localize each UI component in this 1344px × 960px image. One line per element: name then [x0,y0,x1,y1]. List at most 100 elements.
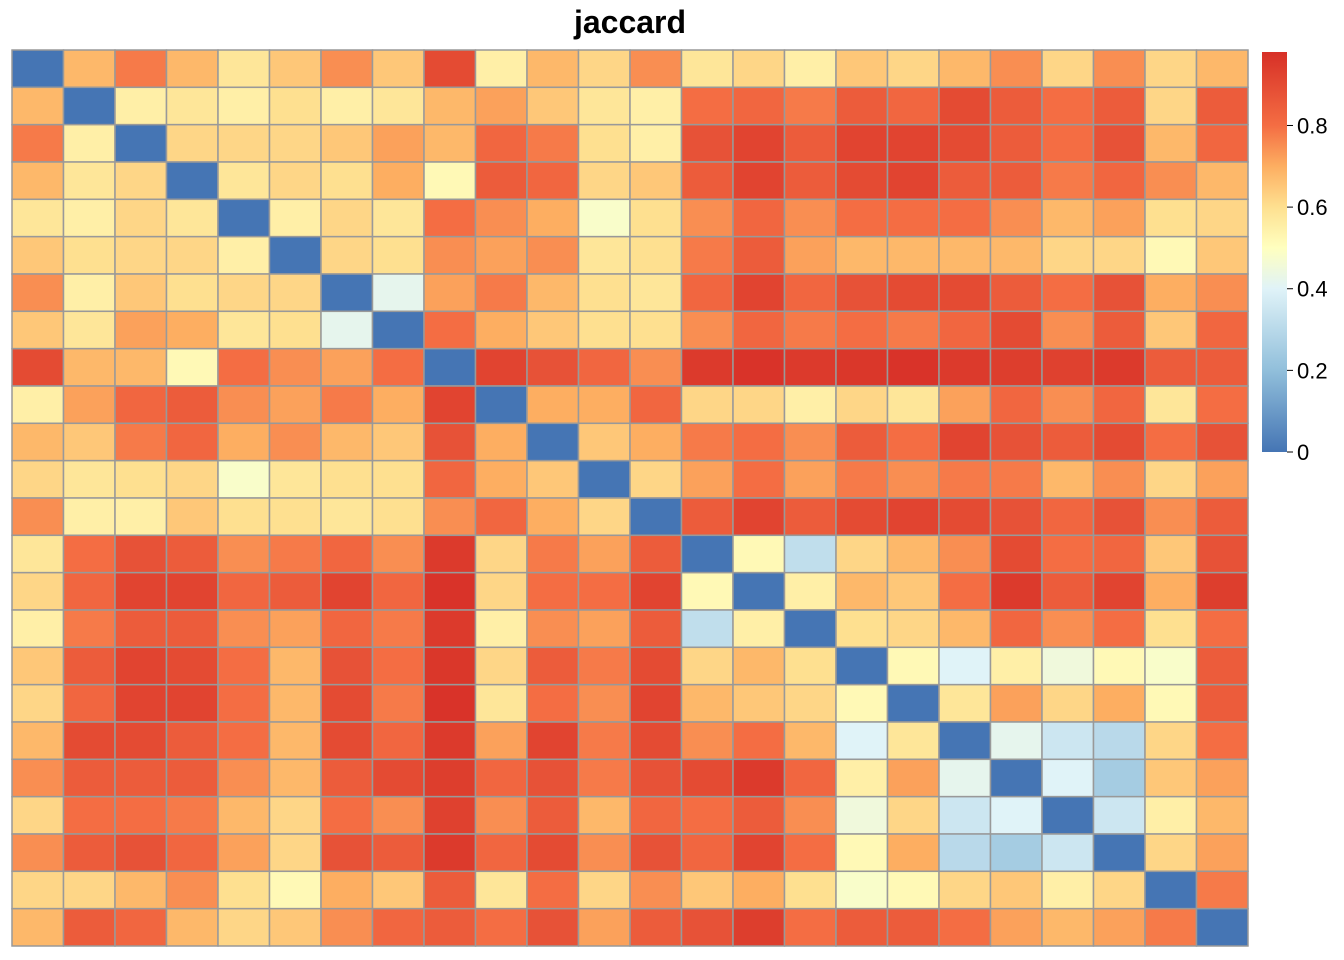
heatmap-cell-r13-c15 [783,534,837,574]
heatmap-cell-r8-c20 [1041,347,1095,387]
heatmap-cell-r0-c20 [1041,49,1095,89]
heatmap-cell-r3-c11 [577,161,631,201]
heatmap-cell-r16-c0 [11,646,65,686]
heatmap-cell-r23-c18 [938,907,992,947]
heatmap-cell-r5-c5 [268,235,322,275]
heatmap-cell-r9-c16 [835,385,889,425]
heatmap-cell-r23-c6 [320,907,374,947]
heatmap-cell-r9-c15 [783,385,837,425]
heatmap-cell-r6-c18 [938,273,992,313]
heatmap-cell-r23-c17 [886,907,940,947]
heatmap-cell-r16-c4 [217,646,271,686]
heatmap-cell-r0-c5 [268,49,322,89]
heatmap-cell-r22-c23 [1195,870,1249,910]
heatmap-cell-r21-c3 [165,833,219,873]
heatmap-cell-r16-c9 [474,646,528,686]
heatmap-cell-r1-c4 [217,86,271,126]
heatmap-cell-r14-c9 [474,571,528,611]
heatmap-cell-r21-c12 [629,833,683,873]
heatmap-cell-r22-c10 [526,870,580,910]
heatmap-cell-r1-c12 [629,86,683,126]
heatmap-cell-r23-c2 [114,907,168,947]
heatmap-cell-r20-c7 [371,795,425,835]
heatmap-cell-r15-c6 [320,609,374,649]
heatmap-cell-r14-c7 [371,571,425,611]
heatmap-cell-r5-c10 [526,235,580,275]
heatmap-cell-r8-c14 [732,347,786,387]
heatmap-cell-r12-c10 [526,497,580,537]
heatmap-cell-r15-c16 [835,609,889,649]
heatmap-cell-r21-c4 [217,833,271,873]
heatmap-cell-r20-c4 [217,795,271,835]
heatmap-cell-r19-c19 [989,758,1043,798]
heatmap-cell-r22-c7 [371,870,425,910]
heatmap-cell-r13-c19 [989,534,1043,574]
heatmap-cell-r15-c17 [886,609,940,649]
heatmap-cell-r19-c18 [938,758,992,798]
heatmap-cell-r3-c14 [732,161,786,201]
heatmap-cell-r6-c12 [629,273,683,313]
heatmap-cell-r4-c18 [938,198,992,238]
heatmap-cell-r17-c13 [680,683,734,723]
colorbar-tick-label: 0.4 [1297,277,1328,302]
heatmap-cell-r12-c12 [629,497,683,537]
heatmap-cell-r7-c23 [1195,310,1249,350]
heatmap-cell-r4-c0 [11,198,65,238]
heatmap-cell-r1-c19 [989,86,1043,126]
heatmap-cell-r10-c20 [1041,422,1095,462]
heatmap-cell-r23-c11 [577,907,631,947]
heatmap-cell-r2-c1 [62,123,116,163]
heatmap-cell-r22-c4 [217,870,271,910]
heatmap-cell-r10-c14 [732,422,786,462]
heatmap-cell-r1-c20 [1041,86,1095,126]
heatmap-cell-r9-c6 [320,385,374,425]
heatmap-cell-r21-c13 [680,833,734,873]
heatmap-cell-r13-c22 [1144,534,1198,574]
heatmap-cell-r20-c12 [629,795,683,835]
heatmap-cell-r17-c21 [1092,683,1146,723]
heatmap-cell-r0-c19 [989,49,1043,89]
heatmap-cell-r23-c5 [268,907,322,947]
heatmap-cell-r0-c0 [11,49,65,89]
heatmap-cell-r18-c10 [526,721,580,761]
heatmap-cell-r9-c10 [526,385,580,425]
heatmap-cell-r19-c3 [165,758,219,798]
heatmap-cell-r5-c19 [989,235,1043,275]
heatmap-cell-r14-c10 [526,571,580,611]
heatmap-cell-r12-c18 [938,497,992,537]
heatmap-cell-r19-c1 [62,758,116,798]
heatmap-cell-r18-c12 [629,721,683,761]
heatmap-cell-r16-c21 [1092,646,1146,686]
heatmap-cell-r23-c8 [423,907,477,947]
chart-title: jaccard [573,4,686,40]
heatmap-cell-r4-c19 [989,198,1043,238]
heatmap-cell-r22-c22 [1144,870,1198,910]
heatmap-cell-r5-c17 [886,235,940,275]
heatmap-cell-r0-c23 [1195,49,1249,89]
heatmap-cell-r11-c13 [680,459,734,499]
heatmap-cell-r16-c14 [732,646,786,686]
heatmap-cell-r16-c7 [371,646,425,686]
heatmap-cell-r21-c23 [1195,833,1249,873]
heatmap-cell-r13-c6 [320,534,374,574]
heatmap-cell-r9-c8 [423,385,477,425]
heatmap-cell-r5-c1 [62,235,116,275]
heatmap-cell-r14-c6 [320,571,374,611]
heatmap-cell-r12-c5 [268,497,322,537]
heatmap-grid [11,49,1249,947]
heatmap-cell-r10-c7 [371,422,425,462]
heatmap-cell-r4-c2 [114,198,168,238]
heatmap-cell-r18-c6 [320,721,374,761]
heatmap-cell-r4-c9 [474,198,528,238]
heatmap-cell-r5-c22 [1144,235,1198,275]
heatmap-cell-r9-c18 [938,385,992,425]
heatmap-cell-r7-c4 [217,310,271,350]
heatmap-cell-r13-c20 [1041,534,1095,574]
heatmap-cell-r11-c14 [732,459,786,499]
heatmap-cell-r9-c11 [577,385,631,425]
heatmap-cell-r16-c8 [423,646,477,686]
heatmap-cell-r11-c5 [268,459,322,499]
heatmap-cell-r18-c4 [217,721,271,761]
heatmap-cell-r19-c16 [835,758,889,798]
heatmap-cell-r9-c9 [474,385,528,425]
